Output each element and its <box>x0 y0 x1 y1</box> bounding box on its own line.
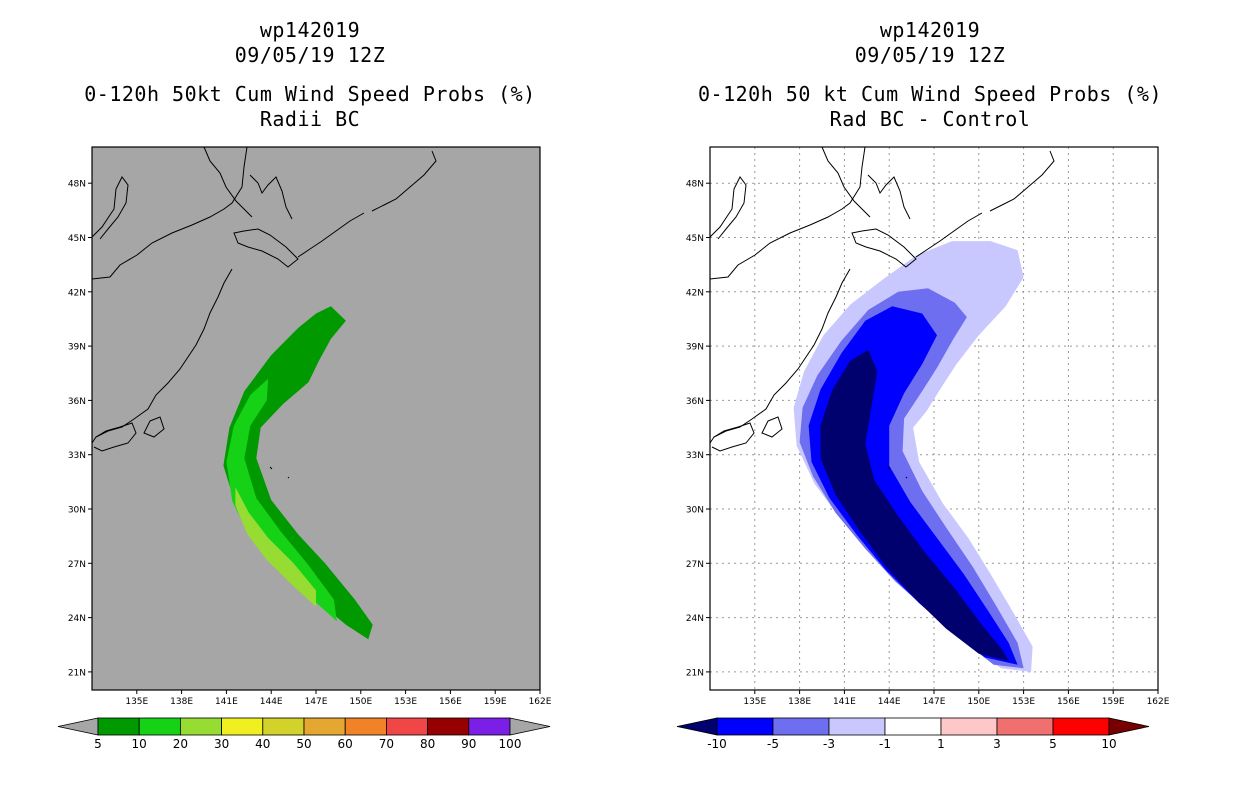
left-lat-tick-label: 42N <box>68 288 86 298</box>
left-colorbar-swatch <box>303 717 346 736</box>
left-coastline <box>91 176 129 240</box>
left-colorbar-label: 60 <box>338 737 353 751</box>
left-coastline <box>269 466 273 470</box>
left-colorbar-under-arrow <box>57 717 99 736</box>
left-title-line-1: wp142019 <box>259 18 361 42</box>
left-colorbar-label: 80 <box>420 737 435 751</box>
left-lat-tick-label: 39N <box>68 343 86 353</box>
left-lat-tick-label: 36N <box>68 397 86 407</box>
left-colorbar-label: 30 <box>214 737 229 751</box>
left-colorbar-swatch <box>344 717 387 736</box>
left-lon-tick-label: 159E <box>484 697 507 707</box>
left-colorbar-label: 90 <box>461 737 476 751</box>
left-contour-fill <box>235 487 316 607</box>
left-coastline <box>249 174 293 220</box>
left-colorbar-swatch <box>221 717 264 736</box>
left-coastline <box>233 228 299 268</box>
left-colorbar-swatch <box>385 717 428 736</box>
left-contour-fill <box>226 378 337 622</box>
left-title-line-4: Radii BC <box>259 107 361 131</box>
right-title-line-1: wp142019 <box>879 18 981 42</box>
left-colorbar-swatch <box>427 717 470 736</box>
left-coastline <box>93 422 137 452</box>
left-colorbar-label: 50 <box>296 737 311 751</box>
left-colorbar-label: 20 <box>173 737 188 751</box>
left-colorbar-over-arrow <box>509 717 551 736</box>
left-lat-tick-label: 27N <box>68 560 86 570</box>
left-coastline <box>297 212 365 258</box>
left-colorbar-swatch <box>138 717 181 736</box>
right-chart-title: wp142019 09/05/19 12Z 0-120h 50 kt Cum W… <box>650 18 1210 132</box>
left-coastline <box>371 150 437 212</box>
left-lon-tick-label: 141E <box>215 697 238 707</box>
right-title-line-4: Rad BC - Control <box>829 107 1031 131</box>
left-lon-tick-label: 162E <box>529 697 552 707</box>
left-coastline <box>143 416 165 438</box>
left-lat-tick-label: 24N <box>68 614 86 624</box>
left-map-background <box>92 147 540 690</box>
left-chart-title: wp142019 09/05/19 12Z 0-120h 50kt Cum Wi… <box>30 18 590 132</box>
left-lat-tick-label: 33N <box>68 451 86 461</box>
left-title-line-2: 09/05/19 12Z <box>234 43 386 67</box>
left-colorbar-label: 5 <box>94 737 102 751</box>
left-lat-tick-label: 48N <box>68 180 86 190</box>
left-lon-tick-label: 150E <box>349 697 372 707</box>
left-colorbar-label: 100 <box>499 737 522 751</box>
left-colorbar-swatch <box>262 717 305 736</box>
left-coastline <box>91 268 233 444</box>
right-title-line-2: 09/05/19 12Z <box>854 43 1006 67</box>
left-colorbar-label: 10 <box>132 737 147 751</box>
left-coastline <box>91 146 248 280</box>
left-coastline <box>203 146 253 218</box>
left-lon-tick-label: 138E <box>170 697 193 707</box>
left-lat-tick-label: 21N <box>68 668 86 678</box>
left-colorbar-label: 70 <box>379 737 394 751</box>
left-colorbar-label: 40 <box>255 737 270 751</box>
left-lat-tick-label: 30N <box>68 506 86 516</box>
left-colorbar-swatch <box>468 717 511 736</box>
left-lon-tick-label: 153E <box>394 697 417 707</box>
left-lon-tick-label: 156E <box>439 697 462 707</box>
left-lon-tick-label: 147E <box>305 697 328 707</box>
left-lat-tick-label: 45N <box>68 234 86 244</box>
left-lon-tick-label: 135E <box>125 697 148 707</box>
right-title-line-3: 0-120h 50 kt Cum Wind Speed Probs (%) <box>697 82 1163 106</box>
left-colorbar-swatch <box>179 717 222 736</box>
left-title-line-3: 0-120h 50kt Cum Wind Speed Probs (%) <box>84 82 536 106</box>
left-coastline <box>287 476 290 479</box>
left-lon-tick-label: 144E <box>260 697 283 707</box>
left-colorbar-swatch <box>97 717 140 736</box>
